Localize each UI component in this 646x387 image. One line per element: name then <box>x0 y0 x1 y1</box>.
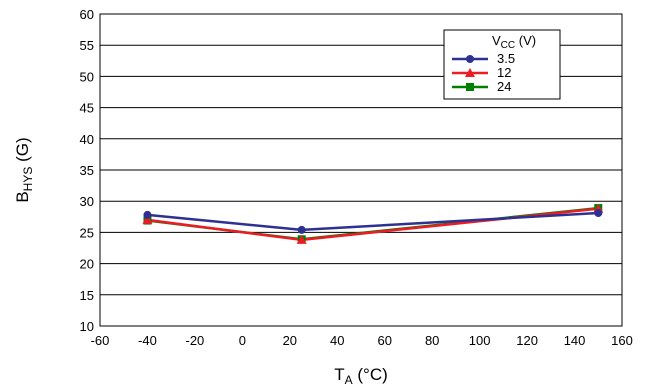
x-tick-label: 160 <box>611 333 633 348</box>
data-point-3.5 <box>143 210 152 219</box>
y-axis-title-rest: (G) <box>13 137 32 166</box>
y-axis-title-main: B <box>13 191 32 202</box>
y-tick-label: 15 <box>80 288 94 303</box>
series-lines <box>147 206 599 242</box>
y-tick-label: 25 <box>80 225 94 240</box>
x-tick-label: 80 <box>425 333 439 348</box>
y-axis-title: BHYS (G) <box>13 137 35 202</box>
x-axis-title-sub: A <box>345 373 353 387</box>
x-axis-title-main: T <box>334 365 344 384</box>
x-tick-label: 20 <box>283 333 297 348</box>
legend-marker-24 <box>466 83 474 91</box>
x-tick-labels: -60 -40 -20 0 20 40 60 80 100 120 140 160 <box>91 333 633 348</box>
y-tick-label: 50 <box>80 69 94 84</box>
legend-label-3.5: 3.5 <box>497 51 515 66</box>
gridlines <box>100 44 622 296</box>
series-line-12 <box>147 207 599 242</box>
y-tick-label: 20 <box>80 257 94 272</box>
legend-title: VCC (V) <box>492 33 536 51</box>
y-axis-title-sub: HYS <box>21 167 35 192</box>
x-tick-label: 40 <box>330 333 344 348</box>
y-tick-label: 10 <box>80 319 94 334</box>
x-tick-label: 120 <box>516 333 538 348</box>
x-tick-label: -60 <box>91 333 110 348</box>
y-tick-label: 45 <box>80 101 94 116</box>
y-tick-label: 40 <box>80 132 94 147</box>
x-tick-label: -20 <box>186 333 205 348</box>
x-tick-label: -40 <box>138 333 157 348</box>
x-axis-title-rest: (°C) <box>353 365 388 384</box>
x-axis-title: TA (°C) <box>334 365 388 387</box>
y-tick-label: 30 <box>80 194 94 209</box>
legend-title-main: V <box>492 33 501 48</box>
legend-label-12: 12 <box>497 65 511 80</box>
data-point-12 <box>296 234 307 244</box>
x-tick-label: 140 <box>564 333 586 348</box>
legend-title-rest: (V) <box>515 33 536 48</box>
legend-marker-3.5 <box>466 55 474 63</box>
series-line-24 <box>147 206 599 241</box>
data-point-3.5 <box>297 225 306 234</box>
plot-area <box>99 13 623 327</box>
series-markers <box>142 203 604 244</box>
data-point-12 <box>142 214 153 224</box>
y-tick-labels: 10 15 20 25 30 35 40 45 50 55 60 <box>80 7 94 334</box>
x-tick-label: 100 <box>469 333 491 348</box>
legend-title-sub: CC <box>501 40 515 51</box>
y-tick-label: 60 <box>80 7 94 22</box>
legend-marker-12 <box>465 68 475 77</box>
data-point-3.5 <box>594 209 603 218</box>
legend-label-24: 24 <box>497 79 511 94</box>
y-tick-label: 35 <box>80 163 94 178</box>
x-tick-label: 60 <box>377 333 391 348</box>
x-tick-label: 0 <box>239 333 246 348</box>
y-tick-label: 55 <box>80 38 94 53</box>
